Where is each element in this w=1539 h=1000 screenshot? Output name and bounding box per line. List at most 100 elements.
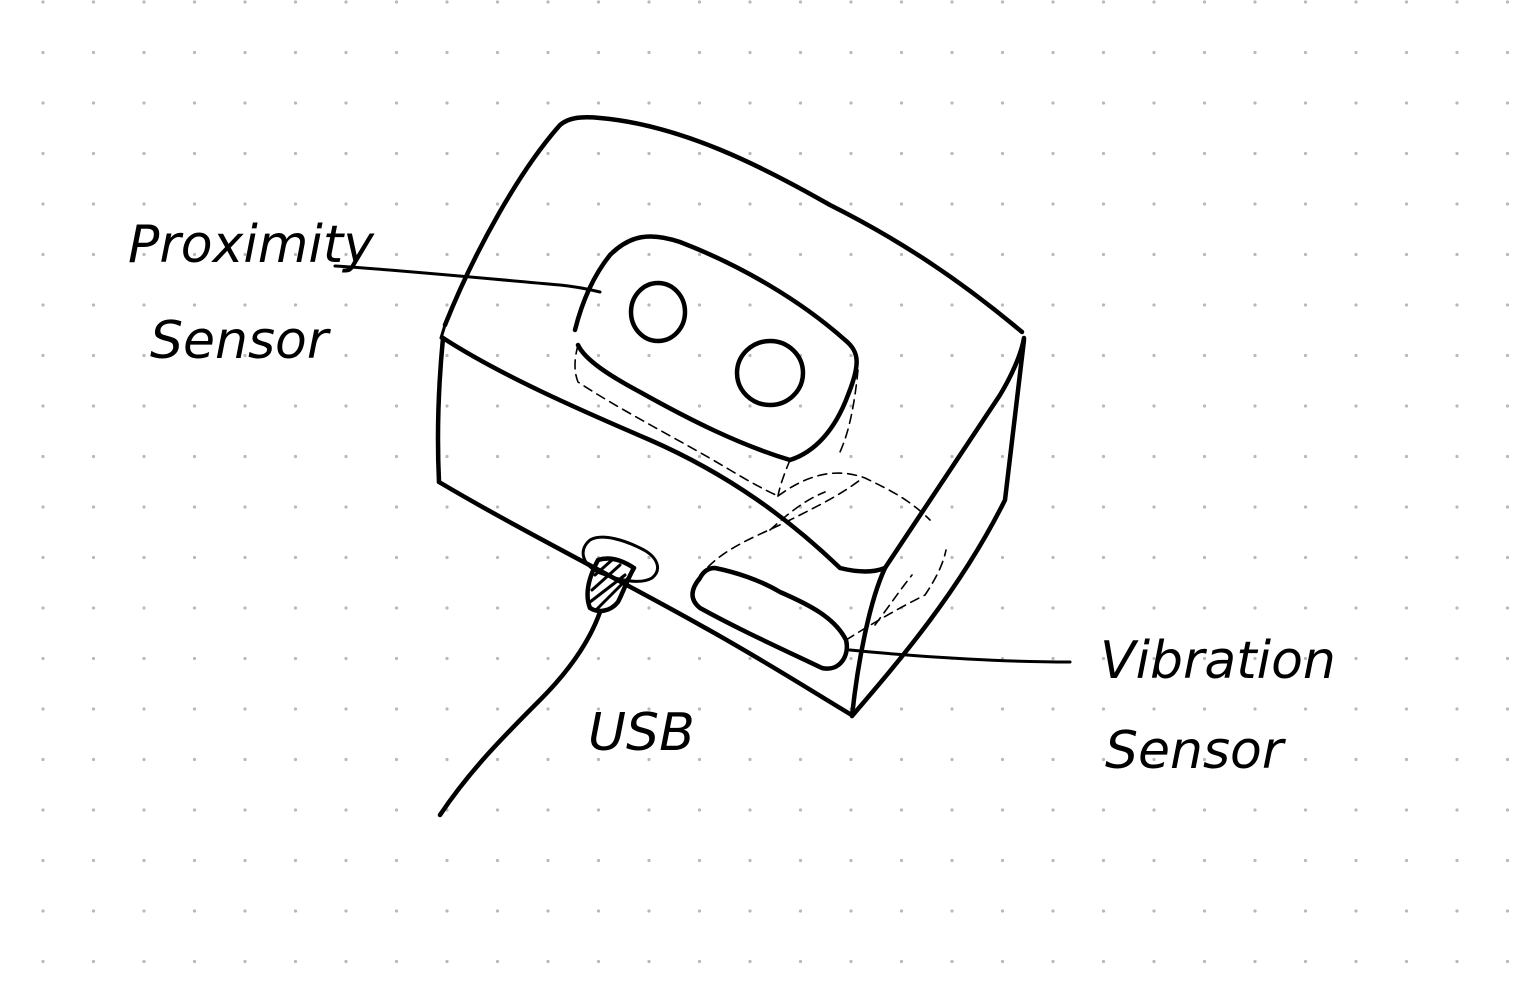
grid-dot (142, 303, 146, 307)
grid-dot (647, 303, 651, 307)
grid-dot (1505, 404, 1510, 408)
grid-dot (1303, 353, 1308, 358)
grid-dot (596, 151, 601, 156)
grid-dot (697, 151, 702, 156)
grid-dot (798, 959, 803, 964)
grid-dot (1354, 959, 1358, 964)
grid-dot (1253, 858, 1257, 863)
grid-dot (293, 707, 298, 711)
grid-dot (1051, 404, 1055, 408)
grid-dot (748, 505, 752, 509)
grid-dot (1101, 404, 1106, 408)
grid-dot (899, 505, 904, 509)
grid-dot (41, 101, 45, 105)
grid-dot (445, 404, 449, 408)
grid-dot (344, 656, 348, 661)
grid-dot (1404, 202, 1409, 206)
grid-dot (647, 151, 651, 156)
proximity-sensor-leader (333, 264, 602, 294)
grid-dot (697, 707, 702, 711)
grid-dot (394, 555, 399, 560)
grid-dot (950, 50, 954, 55)
grid-dot (243, 606, 247, 610)
grid-dot (596, 101, 601, 105)
grid-dot (192, 505, 197, 509)
grid-dot (1101, 303, 1106, 307)
grid-dot (1101, 353, 1106, 358)
grid-dot (344, 404, 348, 408)
grid-dot (344, 505, 348, 509)
grid-dot (192, 151, 197, 156)
grid-dot (1152, 50, 1156, 55)
grid-dot (1354, 707, 1358, 711)
proximity-sensor-label-line2: Sensor (150, 311, 332, 371)
grid-dot (1253, 606, 1257, 610)
grid-dot (344, 454, 348, 459)
grid-dot (1152, 303, 1156, 307)
grid-dot (1303, 555, 1308, 560)
grid-dot (1101, 252, 1106, 257)
grid-dot (546, 858, 550, 863)
grid-dot (899, 909, 904, 913)
grid-dot (142, 151, 146, 156)
grid-dot (1253, 454, 1257, 459)
grid-dot (293, 252, 298, 257)
grid-dot (344, 353, 348, 358)
grid-dot (243, 303, 247, 307)
grid-dot (1051, 656, 1055, 661)
grid-dot (192, 707, 197, 711)
grid-dot (596, 404, 601, 408)
grid-dot (293, 606, 298, 610)
grid-dot (142, 252, 146, 257)
grid-dot (950, 606, 954, 610)
grid-dot (1000, 303, 1005, 307)
grid-dot (495, 808, 500, 812)
grid-dot (546, 404, 550, 408)
grid-dot (748, 858, 752, 863)
grid-dot (546, 707, 550, 711)
grid-dot (192, 959, 197, 964)
grid-dot (849, 0, 853, 4)
dot-grid-background (41, 0, 1510, 964)
grid-dot (849, 202, 853, 206)
grid-dot (1000, 404, 1005, 408)
grid-dot (1202, 50, 1207, 55)
grid-dot (344, 909, 348, 913)
grid-dot (748, 656, 752, 661)
grid-dot (243, 454, 247, 459)
grid-dot (1202, 505, 1207, 509)
grid-dot (798, 707, 803, 711)
grid-dot (1152, 101, 1156, 105)
grid-dot (798, 808, 803, 812)
grid-dot (293, 757, 298, 762)
grid-dot (1253, 404, 1257, 408)
grid-dot (697, 454, 702, 459)
grid-dot (394, 757, 399, 762)
device-right-bottom-edge (849, 337, 1027, 719)
proximity-sensor-module (572, 234, 931, 531)
grid-dot (546, 555, 550, 560)
grid-dot (1354, 505, 1358, 509)
grid-dot (394, 0, 399, 4)
usb-port-collar (581, 535, 660, 583)
grid-dot (1253, 555, 1257, 560)
grid-dot (798, 909, 803, 913)
grid-dot (1202, 0, 1207, 4)
device-top-notch (439, 323, 447, 340)
grid-dot (1101, 909, 1106, 913)
grid-dot (849, 404, 853, 408)
usb-label: USB (588, 703, 695, 763)
grid-dot (91, 404, 96, 408)
grid-dot (142, 808, 146, 812)
grid-dot (647, 606, 651, 610)
grid-dot (445, 0, 449, 4)
grid-dot (91, 505, 96, 509)
grid-dot (91, 757, 96, 762)
grid-dot (899, 555, 904, 560)
grid-dot (1505, 303, 1510, 307)
grid-dot (495, 404, 500, 408)
grid-dot (344, 959, 348, 964)
grid-dot (91, 151, 96, 156)
grid-dot (596, 959, 601, 964)
grid-dot (41, 202, 45, 206)
